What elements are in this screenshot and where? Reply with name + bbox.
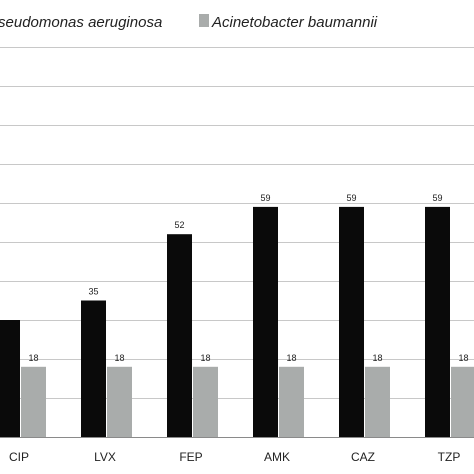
x-tick-label: CAZ: [351, 450, 375, 464]
bar-pseudomonas-fep: [167, 234, 192, 437]
bar-pseudomonas-tzp: [425, 206, 450, 437]
data-label: 18: [372, 353, 382, 363]
data-label: 18: [114, 353, 124, 363]
data-label: 18: [28, 353, 38, 363]
bar-acinetobacter-cip: [21, 366, 46, 437]
data-label: 59: [346, 193, 356, 203]
bar-pseudomonas-cip: [0, 320, 20, 437]
bars: [0, 206, 474, 437]
bar-pseudomonas-caz: [339, 206, 364, 437]
bar-pseudomonas-lvx: [81, 300, 106, 437]
bar-acinetobacter-tzp: [451, 366, 474, 437]
bar-acinetobacter-amk: [279, 366, 304, 437]
data-label: 59: [260, 193, 270, 203]
bar-acinetobacter-caz: [365, 366, 390, 437]
x-tick-label: CIP: [9, 450, 29, 464]
gridlines: [0, 47, 474, 438]
data-label: 18: [458, 353, 468, 363]
data-label: 59: [432, 193, 442, 203]
x-tick-labels: CIP LVX FEP AMK CAZ TZP: [9, 450, 460, 464]
legend-swatch-acinetobacter: [199, 14, 209, 27]
data-label: 52: [174, 220, 184, 230]
x-tick-label: LVX: [94, 450, 116, 464]
legend: Pseudomonas aeruginosa Acinetobacter bau…: [0, 14, 378, 31]
data-labels: 18 35 18 52 18 59 18 59 18 59 18: [28, 193, 468, 363]
x-tick-label: FEP: [179, 450, 202, 464]
data-label: 18: [200, 353, 210, 363]
x-tick-label: TZP: [438, 450, 461, 464]
data-label: 18: [286, 353, 296, 363]
bar-acinetobacter-lvx: [107, 366, 132, 437]
legend-label-pseudomonas: Pseudomonas aeruginosa: [0, 14, 162, 31]
bar-acinetobacter-fep: [193, 366, 218, 437]
bar-pseudomonas-amk: [253, 206, 278, 437]
legend-label-acinetobacter: Acinetobacter baumannii: [211, 14, 378, 31]
x-tick-label: AMK: [264, 450, 290, 464]
data-label: 35: [88, 287, 98, 297]
